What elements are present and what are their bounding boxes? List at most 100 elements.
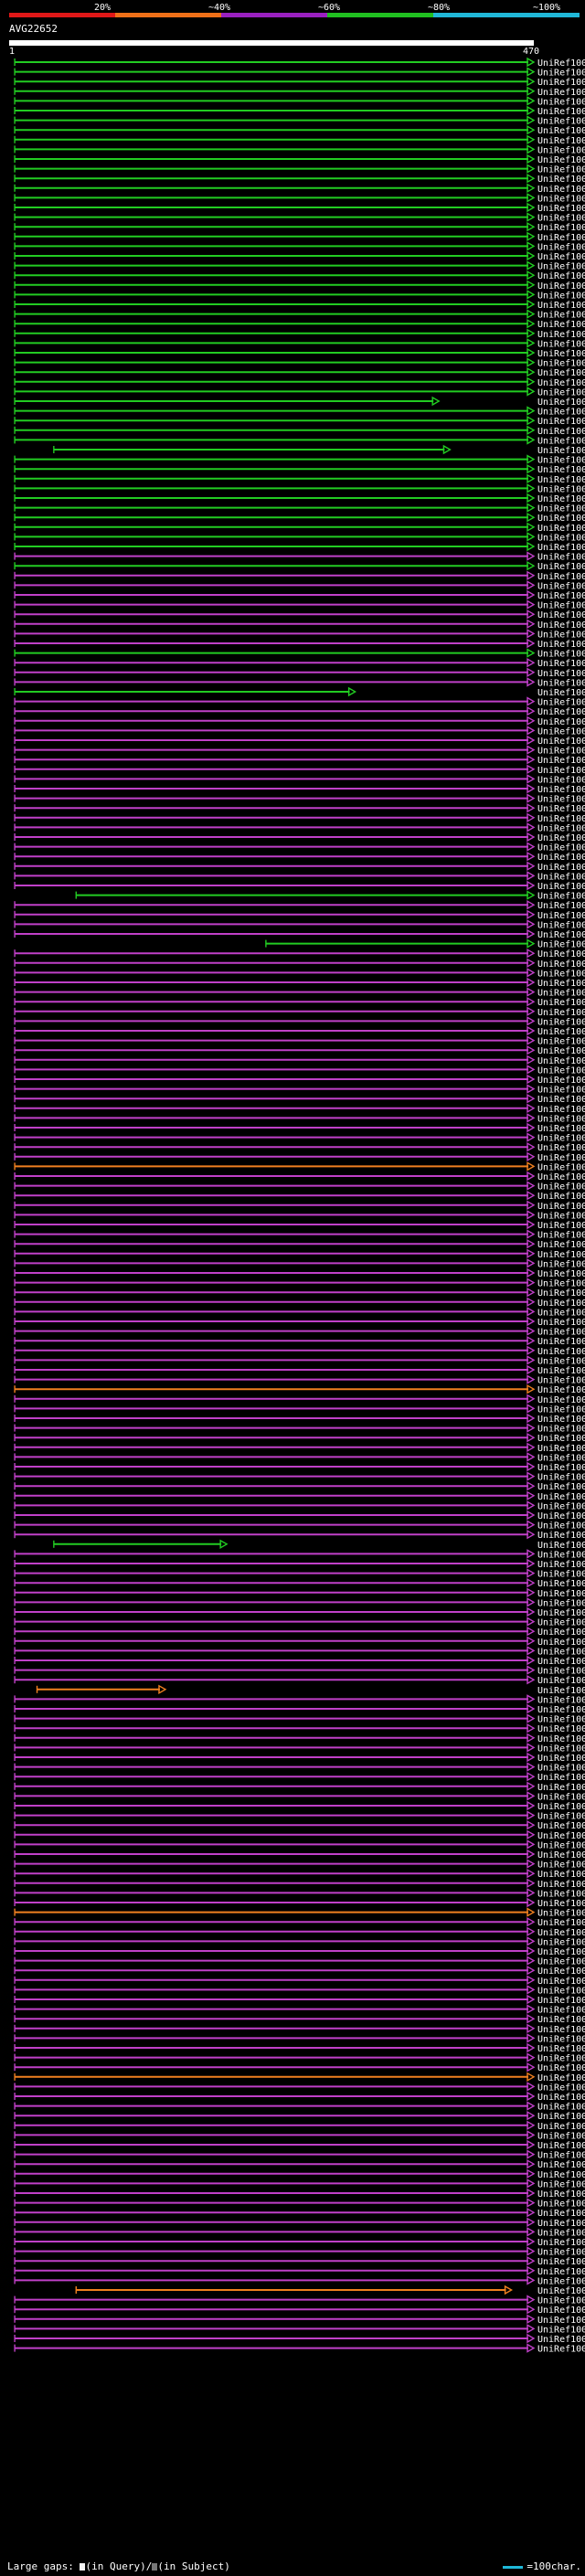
hit-arrowhead (526, 241, 536, 251)
hit-label: UniRef100_UP1000... (537, 1037, 585, 1047)
hit-label: UniRef100_Q9Z223 (537, 1095, 585, 1105)
hit-label: UniRef100_B3M3S0 (537, 2015, 585, 2025)
hit-label: UniRef100_Q8VGL0 (537, 1937, 585, 1947)
hit-label: UniRef100_B7QQZ3 (537, 1027, 585, 1037)
hit-arrowhead (526, 909, 536, 920)
hit-label: UniRef100_C5KKU1 (537, 785, 585, 795)
hit-label: UniRef100_C5K412 (537, 1076, 585, 1086)
hit-arrowhead (526, 1190, 536, 1201)
query-gap-marker-icon (80, 2563, 86, 2571)
hit-label: UniRef100_B2AW00 (537, 1425, 585, 1435)
hit-label: UniRef100_A4K455 (537, 1017, 585, 1027)
hit-arrowhead (526, 1355, 536, 1365)
hit-label: UniRef100_A9V033 (537, 678, 585, 688)
hit-label: UniRef100_UP1000... (537, 1482, 585, 1492)
hit-arrowhead (526, 2013, 536, 2024)
hit-label: UniRef100_A3N0S4 (537, 2112, 585, 2122)
hit-arrowhead (526, 473, 536, 484)
hit-arrowhead (526, 735, 536, 746)
hit-label: UniRef100_B5DZ08 (537, 1385, 585, 1395)
hit-arrowhead (526, 1181, 536, 1191)
hit-arrowhead (526, 1568, 536, 1578)
hit-label: UniRef100_B9WDR6 (537, 1695, 585, 1705)
hit-arrowhead (526, 1655, 536, 1666)
hit-arrowhead (526, 793, 536, 803)
hit-arrowhead (526, 1316, 536, 1327)
hit-arrowhead (526, 347, 536, 358)
hit-label: UniRef100_P28968 (537, 1221, 585, 1231)
query-bar (9, 40, 534, 46)
hit-label: UniRef100_C5KJV5 (537, 1376, 585, 1386)
hit-label: UniRef100_UP1000... (537, 349, 585, 359)
hit-arrowhead (526, 1743, 536, 1753)
hit-arrowhead (526, 76, 536, 87)
hit-label: UniRef100_B7FS80 (537, 911, 585, 921)
subject-gap-marker-icon (152, 2563, 158, 2571)
hit-label: UniRef100_A5GFX7 (537, 88, 585, 98)
hit-arrowhead (526, 1868, 536, 1879)
footer-legend: Large gaps: (in Query)/ (in Subject) =100… (7, 2560, 581, 2574)
hit-label: UniRef100_Q01FU9 (537, 901, 585, 911)
hit-arrowhead (526, 1383, 536, 1394)
hit-arrowhead (526, 1122, 536, 1133)
hit-label: UniRef100_Q23W28 (537, 572, 585, 582)
hit-label: UniRef100_Q4FXG4 (537, 1618, 585, 1628)
hit-arrowhead (526, 1733, 536, 1744)
hit-label: UniRef100_A7UV37 (537, 2316, 585, 2326)
hit-arrowhead (526, 1452, 536, 1462)
hit-arrowhead (526, 2333, 536, 2344)
hit-label: UniRef100_UP1000... (537, 2083, 585, 2093)
hit-arrowhead (526, 67, 536, 77)
hit-label: UniRef100_Q9VR49 (537, 1308, 585, 1318)
scale-label-60: ~60% (318, 3, 340, 13)
hit-label: UniRef100_C1N6V1 (537, 1598, 585, 1608)
hit-label: UniRef100_B5D4S2 (537, 1589, 585, 1599)
hit-arrowhead (526, 2120, 536, 2131)
hit-label: UniRef100_UP1000... (537, 291, 585, 301)
hit-arrowhead (526, 977, 536, 988)
hit-label: UniRef100_UP1000... (537, 1570, 585, 1580)
hit-arrowhead (526, 406, 536, 416)
hit-arrowhead (526, 1326, 536, 1336)
hit-label: UniRef100_A4HMB5 (537, 1521, 585, 1532)
hit-arrowhead (431, 396, 441, 407)
hit-label: UniRef100_A0JGJ0 (537, 58, 585, 69)
hit-arrowhead (526, 1665, 536, 1675)
hit-label: UniRef100_UP1000... (537, 1162, 585, 1172)
hit-label: UniRef100_A4IHU8 (537, 1511, 585, 1521)
hit-arrowhead (526, 1674, 536, 1685)
hit-label: UniRef100_Q5Q0X0 (537, 126, 585, 136)
hit-arrowhead (526, 1335, 536, 1346)
hit-arrowhead (526, 1558, 536, 1569)
hit-arrowhead (526, 1161, 536, 1171)
hit-arrowhead (526, 1035, 536, 1045)
hit-arrowhead (526, 1016, 536, 1026)
hit-arrowhead (526, 2275, 536, 2285)
hit-arrowhead (526, 1044, 536, 1055)
hit-label: UniRef100_P47179 (537, 1231, 585, 1241)
hit-label: UniRef100_UP1000... (537, 1114, 585, 1124)
hit-label: UniRef100_B4FT18 (537, 2248, 585, 2258)
hit-arrowhead (526, 532, 536, 542)
hit-label: UniRef100_P93005 (537, 610, 585, 620)
hit-arrowhead (526, 512, 536, 523)
hit-label: UniRef100_A3F139 (537, 2122, 585, 2132)
large-gaps-text: Large gaps: (7, 2560, 80, 2572)
hit-label: UniRef100_B8LD09 (537, 930, 585, 940)
hit-arrowhead (526, 1229, 536, 1239)
hit-arrowhead (526, 677, 536, 687)
scale-text: =100char. (526, 2560, 581, 2572)
hit-arrowhead (526, 1587, 536, 1598)
hit-arrowhead (526, 948, 536, 959)
hit-label: UniRef100_Q4IS1 (537, 2286, 585, 2296)
hit-arrowhead (526, 1888, 536, 1898)
hit-arrowhead (526, 726, 536, 736)
hit-label: UniRef100_B1NHV7 (537, 2025, 585, 2035)
hit-arrowhead (526, 1461, 536, 1472)
hit-label: UniRef100_A3QMW4 (537, 1957, 585, 1967)
hit-arrowhead (526, 783, 536, 794)
hit-arrowhead (526, 667, 536, 678)
hit-arrowhead (526, 1975, 536, 1986)
hit-label: UniRef100_A7L044 (537, 1773, 585, 1783)
hit-label: UniRef100_Q0C7P7 (537, 2160, 585, 2170)
